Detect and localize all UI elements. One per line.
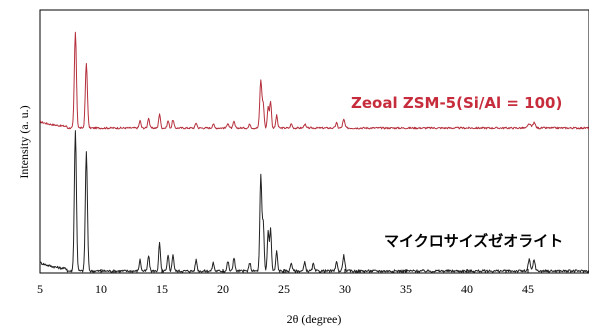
series-line-1	[39, 130, 589, 273]
series-line-0	[39, 31, 589, 130]
series-label-zeoal: Zeoal ZSM-5(Si/Al = 100)	[351, 94, 562, 112]
x-tick-label-7: 40	[461, 282, 473, 296]
x-ticks: 5 10 15 20 25 30 35 40 45	[37, 269, 534, 296]
x-tick-label-0: 5	[37, 282, 43, 296]
series-label-micro: マイクロサイズゼオライト	[384, 232, 563, 250]
x-tick-label-5: 30	[339, 282, 351, 296]
series-group	[39, 31, 589, 273]
y-axis-title: Intensity (a. u.)	[17, 105, 31, 178]
plot-frame	[39, 9, 589, 274]
x-tick-label-2: 15	[156, 282, 168, 296]
x-tick-label-1: 10	[95, 282, 107, 296]
x-tick-label-8: 45	[522, 282, 534, 296]
x-tick-label-4: 25	[278, 282, 290, 296]
x-axis-title: 2θ (degree)	[287, 312, 342, 326]
x-tick-label-3: 20	[217, 282, 229, 296]
x-tick-label-6: 35	[400, 282, 412, 296]
